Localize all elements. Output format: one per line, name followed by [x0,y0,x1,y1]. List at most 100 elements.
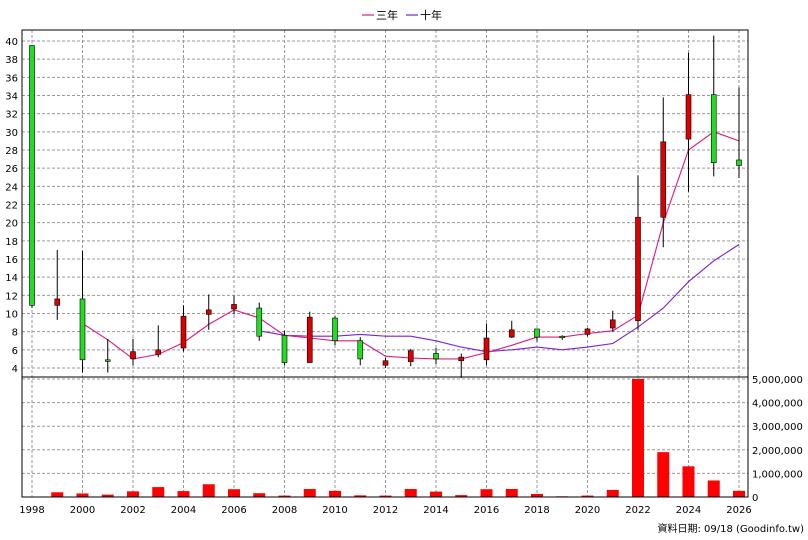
candle-body [433,353,439,360]
candle-body [685,94,692,140]
legend-label-3y: 三年 [376,8,398,22]
year-tick-label: 2008 [272,505,297,516]
year-tick-label: 1998 [19,505,44,516]
candle-body [483,337,490,361]
volume-bar [278,495,291,497]
price-tick-label: 20 [5,219,18,230]
volume-bar [228,489,240,497]
volume-bar [202,484,215,497]
plot-frame [21,29,749,498]
price-tick-label: 14 [5,273,18,284]
year-tick-label: 2026 [726,505,751,516]
volume-bar [430,491,442,497]
volume-bar [51,492,64,497]
price-tick-label: 6 [12,346,18,357]
volume-bar [733,490,745,497]
candle-body [130,351,136,360]
volume-bar [303,488,316,497]
ma-10y-line [259,244,740,353]
candle-body [660,141,667,218]
volume-bar [379,495,392,497]
candle-body [231,304,237,310]
volume-bar [253,493,266,497]
candle-body [407,350,414,362]
volume-bar [101,494,114,497]
candle-body [458,356,465,362]
volume-bar [404,488,417,497]
volume-bar [76,493,89,497]
candle-body [559,335,566,339]
year-tick-label: 2000 [70,505,95,516]
price-tick-label: 12 [5,291,18,302]
volume-bar [152,487,165,497]
volume-bar [177,491,190,497]
volume-bar [455,495,468,497]
price-tick-label: 32 [5,110,18,121]
volume-bar [329,490,341,497]
volume-bars [26,379,745,498]
candle-body [382,360,389,366]
volume-bar [581,495,594,497]
axes: 4681012141618202224262830323436384001,00… [5,29,803,516]
candle-body [256,307,263,337]
candle-body [357,340,364,360]
price-tick-label: 4 [12,364,18,375]
volume-bar [505,488,518,497]
volume-tick-label: 3,000,000 [752,422,803,433]
legend: 三年 十年 [362,8,442,22]
price-tick-label: 36 [5,73,18,84]
year-tick-label: 2004 [171,505,196,516]
candle-body [29,45,35,306]
volume-bar [707,480,720,497]
year-tick-label: 2024 [676,505,701,516]
candle-body [534,328,540,338]
year-tick-label: 2014 [423,505,448,516]
year-tick-label: 2018 [524,505,549,516]
price-tick-label: 10 [5,310,18,321]
volume-bar [531,493,543,497]
price-tick-label: 26 [5,164,18,175]
price-tick-label: 18 [5,237,18,248]
volume-bar [632,379,644,497]
candle-body [155,349,162,355]
price-tick-label: 24 [5,182,18,193]
price-tick-label: 30 [5,128,18,139]
volume-bar [606,489,619,497]
candle-body [79,298,86,361]
price-tick-label: 28 [5,146,18,157]
year-tick-label: 2022 [625,505,650,516]
candle-body [54,298,61,306]
source-note: 資料日期: 09/18 (Goodinfo.tw) [657,522,804,535]
candle-body [306,316,313,363]
year-tick-label: 2010 [322,505,347,516]
candle-body [710,94,717,164]
price-tick-label: 34 [5,92,18,103]
price-tick-label: 40 [5,37,18,48]
candlesticks [29,35,742,378]
year-tick-label: 2006 [221,505,246,516]
volume-tick-label: 1,000,000 [752,469,803,480]
candle-body [281,334,288,363]
candle-body [205,309,212,315]
volume-bar [657,452,670,497]
price-tick-label: 16 [5,255,18,266]
legend-label-10y: 十年 [420,8,442,22]
volume-bar [682,466,695,497]
candle-body [332,317,338,342]
volume-bar [354,495,367,497]
year-tick-label: 2016 [474,505,499,516]
price-tick-label: 8 [12,328,18,339]
year-tick-label: 2012 [373,505,398,516]
volume-tick-label: 4,000,000 [752,399,803,410]
volume-bar [480,489,493,497]
candle-body [104,359,111,362]
candle-body [180,315,187,349]
volume-tick-label: 0 [752,493,758,504]
candle-body [508,329,515,338]
candle-body [635,216,641,322]
volume-bar [127,491,139,497]
candle-body [584,328,591,335]
candle-body [609,319,616,329]
year-tick-label: 2020 [575,505,600,516]
